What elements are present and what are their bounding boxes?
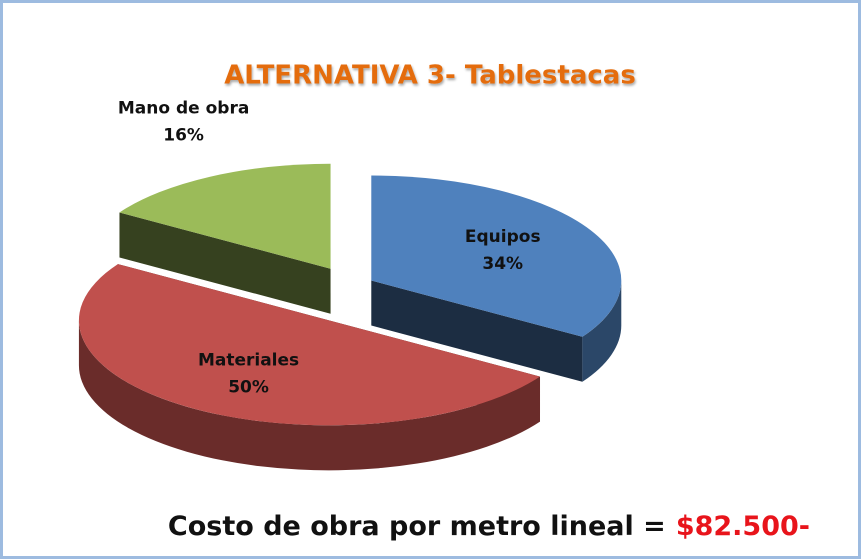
data-label-name: Materiales: [198, 351, 299, 371]
chart-title: ALTERNATIVA 3- Tablestacas: [224, 61, 636, 91]
annotation: Costo de obra por metro lineal = $82.500-: [168, 511, 810, 542]
slice-wall: [119, 212, 331, 314]
slice-top: [119, 163, 331, 269]
slice-top: [371, 175, 622, 337]
annotation-text: Costo de obra por metro lineal =: [168, 511, 666, 542]
data-label-value: 34%: [482, 254, 523, 274]
slice-top: [78, 264, 541, 426]
annotation-highlight: $82.500-: [676, 511, 810, 542]
pie: Mano de obra 16% Equipos 34% Materiales 50%: [78, 98, 622, 471]
slice: Equipos 34%: [371, 175, 622, 382]
slice-wall: [371, 280, 583, 382]
data-label-value: 50%: [228, 378, 269, 398]
data-label-value: 16%: [163, 125, 204, 145]
data-label-name: Mano de obra: [118, 98, 249, 118]
slice: Mano de obra 16%: [118, 98, 331, 314]
slice: Materiales 50%: [78, 264, 541, 471]
slice-side: [582, 280, 622, 382]
slice-side: [78, 320, 541, 471]
data-label-name: Equipos: [465, 227, 541, 247]
